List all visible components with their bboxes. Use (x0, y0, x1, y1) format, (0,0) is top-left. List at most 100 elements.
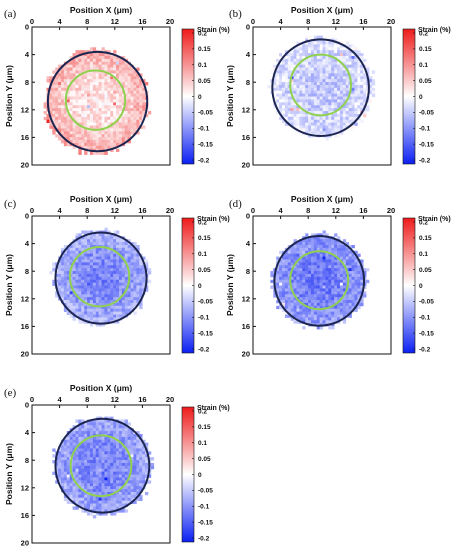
strain-cell (104, 96, 108, 100)
strain-cell (319, 105, 323, 109)
strain-cell (310, 288, 315, 292)
strain-cell (87, 294, 91, 298)
strain-cell (284, 64, 289, 68)
strain-cell (89, 67, 94, 71)
strain-cell (118, 84, 123, 89)
strain-cell (136, 111, 140, 115)
strain-cell (66, 122, 71, 126)
strain-cell (60, 448, 65, 452)
strain-cell (276, 256, 280, 260)
strain-cell (124, 462, 129, 467)
strain-cell (351, 271, 355, 275)
strain-cell (81, 308, 85, 313)
strain-cell (310, 268, 315, 272)
strain-cell (287, 76, 292, 80)
strain-cell (104, 244, 108, 249)
strain-cell (124, 64, 129, 68)
strain-cell (339, 291, 344, 295)
strain-cell (310, 87, 315, 92)
strain-cell (366, 102, 370, 106)
strain-cell (63, 253, 68, 257)
strain-cell (357, 265, 361, 269)
strain-cell (113, 489, 117, 493)
strain-cell (316, 268, 321, 272)
strain-cell (104, 108, 108, 112)
strain-cell (133, 93, 137, 97)
strain-cell (101, 271, 105, 275)
strain-cell (116, 431, 120, 435)
strain-cell (142, 113, 146, 118)
strain-cell (78, 477, 82, 481)
strain-cell (89, 134, 94, 138)
strain-cell (95, 445, 100, 449)
strain-cell (107, 242, 111, 246)
strain-cell (75, 111, 79, 115)
strain-cell (55, 116, 59, 121)
strain-cell (78, 76, 82, 80)
strain-cell (139, 462, 143, 467)
strain-cell (331, 125, 335, 129)
y-tick-label: 4 (246, 50, 251, 59)
strain-cell (351, 300, 355, 304)
strain-cell (55, 102, 59, 106)
strain-cell (63, 76, 68, 80)
strain-cell (302, 96, 306, 100)
strain-cell (69, 128, 73, 132)
strain-cell (92, 273, 97, 278)
strain-cell (78, 239, 82, 243)
strain-cell (69, 58, 73, 63)
strain-cell (302, 268, 306, 272)
strain-cell (113, 73, 117, 77)
strain-cell (322, 253, 326, 257)
strain-cell (357, 79, 361, 83)
strain-cell (313, 253, 318, 257)
strain-cell (98, 454, 102, 458)
strain-cell (124, 82, 129, 86)
strain-cell (133, 302, 137, 307)
strain-cell (72, 271, 76, 275)
strain-cell (142, 462, 146, 467)
strain-cell (72, 282, 76, 286)
strain-cell (84, 468, 88, 473)
strain-cell (130, 291, 134, 295)
strain-cell (348, 67, 352, 71)
strain-cell (89, 448, 94, 452)
strain-cell (322, 125, 326, 129)
strain-cell (337, 288, 341, 292)
strain-cell (81, 273, 85, 278)
strain-cell (127, 247, 131, 252)
strain-cell (124, 422, 129, 426)
strain-cell (276, 271, 280, 275)
strain-cell (281, 102, 286, 106)
strain-cell (366, 268, 370, 272)
strain-cell (121, 82, 126, 86)
strain-cell (342, 108, 347, 112)
strain-cell (104, 320, 108, 324)
strain-cell (110, 288, 114, 292)
strain-cell (371, 82, 376, 86)
strain-cell (110, 462, 114, 467)
strain-cell (60, 477, 65, 481)
strain-cell (98, 308, 102, 313)
strain-cell (87, 282, 91, 286)
strain-cell (284, 253, 289, 257)
strain-cell (66, 489, 71, 493)
strain-cell (342, 256, 347, 260)
strain-cell (72, 250, 76, 255)
strain-cell (110, 512, 114, 516)
strain-cell (113, 433, 117, 438)
strain-cell (316, 61, 321, 66)
strain-cell (339, 113, 344, 118)
strain-cell (331, 47, 335, 51)
strain-cell (110, 61, 114, 66)
strain-cell (308, 87, 312, 92)
strain-cell (308, 79, 312, 83)
strain-cell (101, 465, 105, 470)
strain-cell (101, 460, 105, 464)
strain-cell (87, 271, 91, 275)
strain-cell (130, 491, 134, 496)
strain-cell (127, 431, 131, 435)
strain-cell (78, 448, 82, 452)
strain-cell (118, 58, 123, 63)
strain-cell (334, 105, 338, 109)
